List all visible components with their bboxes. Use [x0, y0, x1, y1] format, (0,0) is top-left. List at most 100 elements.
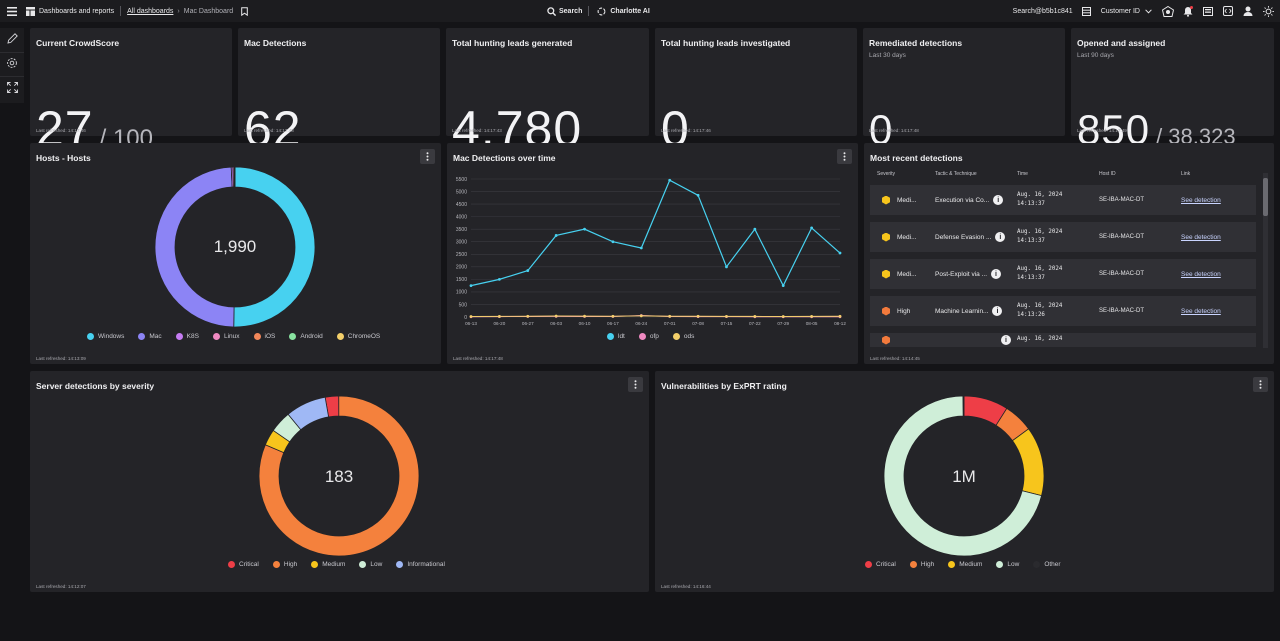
- data-point-ods[interactable]: [838, 314, 842, 318]
- table-row[interactable]: Medi... Post-Exploit via ... i Aug. 16, 2…: [870, 259, 1256, 289]
- charlotte-ai-button[interactable]: Charlotte AI: [610, 7, 650, 15]
- data-point-ods[interactable]: [725, 314, 728, 318]
- data-point-ldt[interactable]: [668, 178, 672, 182]
- notifications-bell-icon[interactable]: [1182, 5, 1194, 17]
- falcon-shield-icon[interactable]: [1162, 5, 1174, 17]
- donut-slice-informational[interactable]: [287, 396, 330, 431]
- chevron-down-icon[interactable]: [1142, 5, 1154, 17]
- legend-item[interactable]: Low: [359, 561, 382, 568]
- legend-item[interactable]: Informational: [396, 561, 445, 568]
- widget-menu-button[interactable]: [628, 377, 643, 392]
- data-point-ods[interactable]: [696, 314, 700, 318]
- legend-item[interactable]: Linux: [212, 333, 240, 340]
- data-point-ods[interactable]: [810, 314, 814, 318]
- kpi-card-hunting-leads-investigated[interactable]: Total hunting leads investigated 0 Last …: [655, 28, 857, 157]
- legend-item[interactable]: High: [272, 561, 297, 568]
- account-search[interactable]: Search@b5b1c841: [1012, 7, 1073, 15]
- series-line-ldt[interactable]: [470, 179, 841, 287]
- series-line-ods[interactable]: [470, 315, 841, 317]
- legend-item[interactable]: Low: [996, 561, 1019, 568]
- bookmark-icon[interactable]: [238, 5, 250, 17]
- search-icon[interactable]: [545, 5, 557, 17]
- donut-slice-low[interactable]: [884, 396, 1043, 556]
- search-button[interactable]: Search: [559, 7, 583, 15]
- legend-item[interactable]: Critical: [228, 561, 259, 568]
- news-icon[interactable]: [1202, 5, 1214, 17]
- data-point-ods[interactable]: [526, 314, 530, 318]
- data-point-ldt[interactable]: [497, 277, 501, 281]
- table-row[interactable]: i Aug. 16, 2024: [870, 333, 1256, 347]
- table-row[interactable]: High Machine Learnin... i Aug. 16, 2024 14…: [870, 296, 1256, 326]
- vulnerabilities-donut-chart[interactable]: 1M: [884, 396, 1044, 556]
- data-point-ods[interactable]: [497, 314, 501, 318]
- data-point-ldt[interactable]: [469, 284, 473, 288]
- user-profile-icon[interactable]: [1242, 5, 1254, 17]
- column-header-tactic[interactable]: Tactic & Technique: [935, 171, 977, 177]
- data-point-ldt[interactable]: [554, 234, 558, 237]
- legend-item[interactable]: Other: [1033, 561, 1061, 568]
- customer-id-dropdown[interactable]: Customer ID: [1100, 7, 1140, 15]
- legend-item[interactable]: iOS: [253, 333, 275, 340]
- info-icon[interactable]: i: [991, 269, 1002, 279]
- data-point-ldt[interactable]: [696, 193, 700, 197]
- widget-menu-button[interactable]: [1253, 377, 1268, 392]
- see-detection-link[interactable]: See detection: [1181, 270, 1221, 278]
- info-icon[interactable]: i: [993, 195, 1004, 205]
- data-point-ldt[interactable]: [781, 284, 785, 288]
- charlotte-ai-icon[interactable]: [595, 5, 607, 17]
- column-header-time[interactable]: Time: [1017, 171, 1028, 177]
- data-point-ldt[interactable]: [611, 240, 615, 244]
- data-point-ods[interactable]: [554, 314, 558, 318]
- data-point-ods[interactable]: [611, 314, 615, 318]
- data-point-ldt[interactable]: [526, 269, 530, 272]
- fullscreen-button[interactable]: [0, 76, 24, 100]
- donut-slice-medium[interactable]: [1011, 428, 1044, 497]
- table-scrollbar[interactable]: [1263, 173, 1268, 348]
- hosts-donut-chart[interactable]: 1,990: [155, 167, 315, 327]
- data-point-ldt[interactable]: [838, 251, 842, 255]
- donut-slice-mac[interactable]: [155, 167, 235, 327]
- legend-item[interactable]: Windows: [87, 333, 124, 340]
- legend-item[interactable]: Android: [289, 333, 323, 340]
- data-point-ldt[interactable]: [583, 227, 586, 231]
- info-icon[interactable]: i: [992, 306, 1003, 316]
- data-point-ldt[interactable]: [810, 226, 814, 230]
- data-point-ldt[interactable]: [639, 246, 643, 250]
- code-icon[interactable]: [1222, 5, 1234, 17]
- settings-button[interactable]: [0, 52, 24, 76]
- data-point-ods[interactable]: [781, 315, 785, 318]
- data-point-ods[interactable]: [668, 314, 672, 318]
- data-point-ods[interactable]: [583, 314, 586, 318]
- kpi-card-remediated-detections[interactable]: Remediated detections Last 30 days 0 Las…: [863, 28, 1065, 153]
- legend-item[interactable]: ofp: [638, 333, 659, 340]
- legend-item[interactable]: Medium: [948, 561, 982, 568]
- edit-dashboard-button[interactable]: [0, 28, 24, 52]
- data-point-ldt[interactable]: [725, 265, 728, 269]
- donut-slice-other[interactable]: [962, 396, 965, 417]
- legend-item[interactable]: K8S: [175, 333, 199, 340]
- data-point-ods[interactable]: [639, 314, 643, 318]
- hamburger-menu-icon[interactable]: [6, 5, 18, 17]
- see-detection-link[interactable]: See detection: [1181, 233, 1221, 241]
- column-header-severity[interactable]: Severity: [877, 171, 896, 177]
- kpi-card-opened-and-assigned[interactable]: Opened and assigned Last 90 days 850/ 38…: [1071, 28, 1274, 153]
- scrollbar-thumb[interactable]: [1263, 178, 1268, 216]
- kpi-card-crowdscore[interactable]: Current CrowdScore 27/ 100 Last refreshe…: [30, 28, 232, 157]
- kpi-card-hunting-leads-generated[interactable]: Total hunting leads generated 4,780 Last…: [446, 28, 649, 157]
- table-row[interactable]: Medi... Execution via Co... i Aug. 16, 20…: [870, 185, 1256, 215]
- theme-toggle-sun-icon[interactable]: [1262, 5, 1274, 17]
- legend-item[interactable]: Medium: [311, 561, 345, 568]
- legend-item[interactable]: High: [909, 561, 934, 568]
- mac-detections-line-chart[interactable]: 0 500 1000 1500 2000 2500 3000 3500 4000 4500 5000…: [447, 171, 858, 331]
- data-point-ods[interactable]: [469, 315, 473, 318]
- table-row[interactable]: Medi... Defense Evasion ... i Aug. 16, 20…: [870, 222, 1256, 252]
- donut-slice-high[interactable]: [259, 396, 419, 556]
- data-point-ldt[interactable]: [753, 227, 757, 231]
- legend-item[interactable]: ldt: [607, 333, 625, 340]
- kpi-card-mac-detections[interactable]: Mac Detections 62 Last refreshed: 14:17:…: [238, 28, 440, 157]
- column-header-link[interactable]: Link: [1181, 171, 1191, 177]
- info-icon[interactable]: i: [995, 232, 1006, 242]
- breadcrumb-all-dashboards[interactable]: All dashboards: [127, 7, 174, 15]
- table-icon[interactable]: [1081, 5, 1093, 17]
- server-severity-donut-chart[interactable]: 183: [259, 396, 419, 556]
